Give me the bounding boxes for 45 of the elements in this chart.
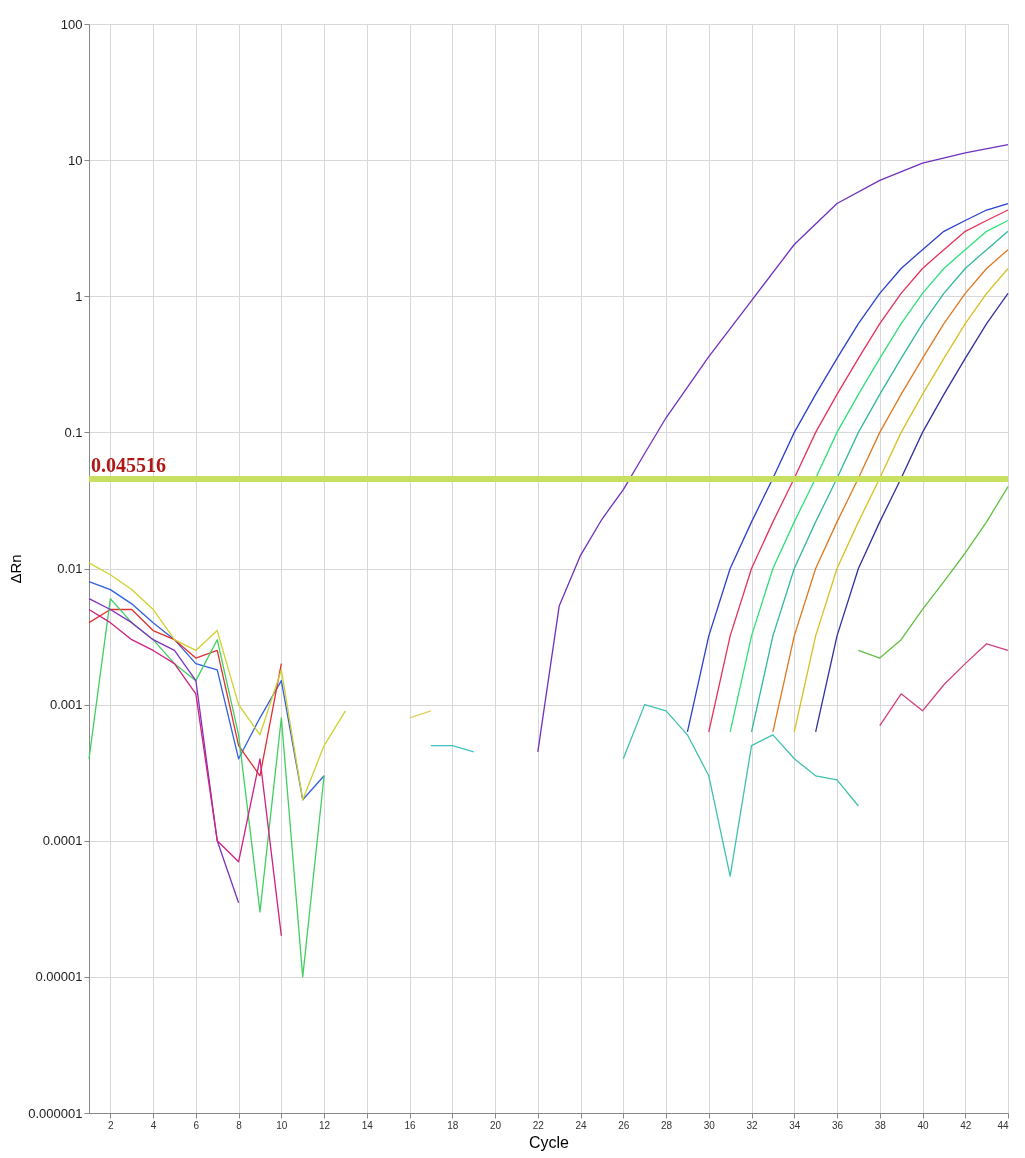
- x-tick-label: 28: [660, 1119, 673, 1131]
- y-tick-label: 0.0001: [42, 833, 83, 849]
- line-series: [88, 581, 325, 801]
- x-tick-label: 38: [874, 1119, 887, 1131]
- y-tick-label: 0.01: [57, 561, 83, 576]
- y-tick-label: 1: [75, 288, 83, 304]
- line-series: [88, 608, 282, 937]
- x-tick-label: 16: [404, 1119, 417, 1131]
- x-tick-label: 2: [108, 1119, 115, 1131]
- x-tick-label: 44: [997, 1119, 1009, 1131]
- x-tick-label: 24: [575, 1119, 588, 1131]
- line-series: [857, 485, 1009, 659]
- x-tick-label: 10: [276, 1119, 288, 1131]
- x-tick-label: 12: [319, 1119, 331, 1131]
- line-series: [537, 143, 1009, 753]
- x-tick-label: 18: [447, 1119, 459, 1131]
- y-tick-label: 10: [68, 152, 83, 168]
- x-tick-label: 42: [960, 1119, 972, 1131]
- x-tick-label: 34: [789, 1119, 801, 1131]
- x-tick-label: 6: [193, 1119, 200, 1131]
- x-tick-label: 32: [746, 1119, 759, 1131]
- x-tick-label: 36: [831, 1119, 844, 1131]
- y-tick-label: 0.00001: [35, 969, 83, 985]
- y-tick-label: 0.001: [49, 697, 83, 713]
- x-tick-label: 30: [703, 1119, 716, 1131]
- x-axis-title: Cycle: [528, 1133, 570, 1151]
- y-tick-label: 0.000001: [28, 1105, 83, 1121]
- ref-line-label: 0.045516: [91, 453, 166, 476]
- x-tick-label: 40: [917, 1119, 930, 1131]
- y-axis-title: ΔRn: [7, 554, 25, 584]
- line-series: [879, 643, 1009, 727]
- line-series: [88, 562, 347, 801]
- x-tick-label: 8: [236, 1119, 243, 1131]
- y-tick-label: 100: [60, 16, 83, 32]
- x-tick-label: 4: [150, 1119, 157, 1131]
- x-tick-label: 14: [361, 1119, 374, 1131]
- line-series: [88, 598, 240, 904]
- line-series: [88, 598, 325, 978]
- line-series: [88, 608, 282, 777]
- x-tick-label: 20: [490, 1119, 502, 1131]
- line-series: [815, 292, 1009, 733]
- x-tick-label: 26: [618, 1119, 630, 1131]
- x-tick-label: 22: [532, 1119, 545, 1131]
- line-series: [622, 703, 860, 877]
- y-tick-label: 0.1: [64, 424, 83, 440]
